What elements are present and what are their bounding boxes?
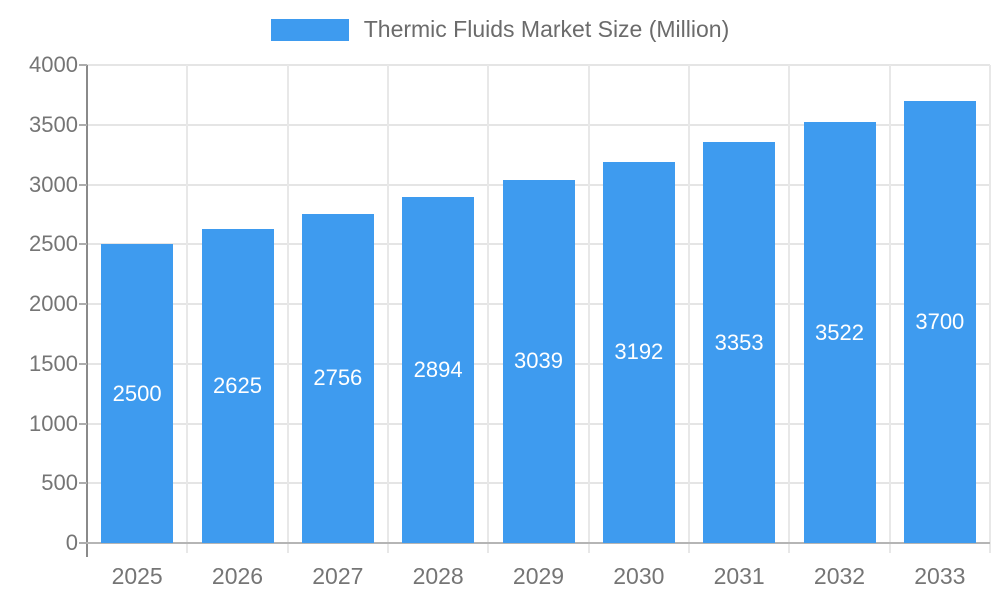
gridline-v [487,65,490,553]
bar-2027[interactable] [301,213,374,543]
bar-value-label: 3522 [815,319,864,345]
y-axis-tick [79,422,87,425]
gridline-h [87,123,990,126]
bar-2029[interactable] [502,179,575,543]
y-axis-tick [79,183,87,186]
bar-value-label: 3353 [714,329,764,355]
legend-label: Thermic Fluids Market Size (Million) [363,16,730,42]
gridline-v [989,65,991,553]
bar-2032[interactable] [803,122,876,543]
x-axis-line [80,542,990,544]
bar-2026[interactable] [201,229,274,543]
y-axis-tick [79,482,87,485]
bar-value-label: 2756 [313,365,363,391]
gridline-v [788,65,791,553]
gridline-v [186,65,189,553]
bar-value-label: 3039 [514,348,563,374]
bar-2033[interactable] [903,100,976,543]
x-axis-tick-label: 2032 [813,563,866,589]
y-axis-tick [79,542,87,544]
y-axis-tick-label: 2500 [29,231,78,257]
y-axis-tick-label: 1000 [29,410,78,436]
y-axis-tick-label: 3000 [29,171,78,197]
bar-2028[interactable] [402,197,475,543]
y-axis-tick [79,303,87,305]
y-axis-tick-label: 4000 [29,52,78,77]
y-axis-tick-label: 500 [41,470,78,496]
legend[interactable]: Thermic Fluids Market Size (Million) [0,16,1000,43]
x-axis-tick-label: 2025 [111,563,163,589]
x-axis-tick-label: 2028 [412,563,464,589]
x-axis-tick-label: 2033 [914,563,966,589]
x-axis-tick-label: 2029 [512,563,565,589]
x-axis-tick-label: 2027 [312,563,364,589]
gridline-v [587,65,590,553]
bar-value-label: 3700 [915,308,965,334]
gridline-v [286,65,289,553]
bar-2030[interactable] [602,161,675,543]
y-axis-line [86,65,88,557]
gridline-h [87,64,990,66]
y-axis-tick-label: 3500 [29,111,78,137]
gridline-v [888,65,891,553]
bar-value-label: 2894 [413,357,463,383]
x-axis-tick-label: 2026 [211,563,264,589]
y-axis-tick [79,243,87,246]
y-axis-tick-label: 2000 [29,291,78,316]
y-axis-tick [79,64,87,66]
bar-value-label: 2625 [213,373,262,399]
bar-value-label: 2500 [112,380,162,406]
x-axis-tick-label: 2031 [713,563,765,589]
y-axis-tick [79,123,87,126]
y-axis-tick [79,362,87,365]
legend-swatch [270,18,349,41]
bar-value-label: 3192 [614,339,664,365]
gridline-v [387,65,389,553]
y-axis-tick-label: 0 [65,530,78,555]
gridline-v [688,65,690,553]
bar-2025[interactable] [101,244,174,543]
y-axis-tick-label: 1500 [29,350,78,376]
bar-2031[interactable] [703,142,776,543]
x-axis-tick-label: 2030 [613,563,665,589]
